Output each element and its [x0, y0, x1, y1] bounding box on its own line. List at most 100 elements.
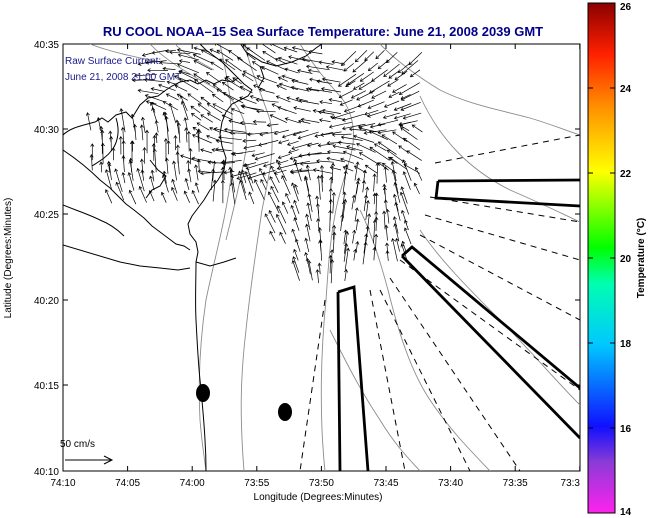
current-vector — [229, 168, 235, 193]
surface-current-vectors — [85, 44, 423, 284]
y-tick-label: 40:30 — [34, 125, 59, 136]
current-vector — [159, 60, 180, 65]
current-vector — [173, 134, 178, 151]
current-vector — [121, 155, 126, 173]
current-vector — [306, 152, 331, 157]
current-vector — [290, 170, 309, 175]
colorbar-tick-label: 20 — [620, 254, 632, 265]
current-vector — [154, 119, 159, 133]
current-vector — [325, 65, 345, 71]
current-vector — [132, 123, 137, 141]
current-vector — [292, 256, 300, 273]
current-vector — [168, 102, 176, 123]
current-vector — [372, 246, 377, 261]
current-vector — [176, 48, 201, 55]
current-vector — [290, 85, 310, 92]
current-vector — [254, 179, 265, 200]
current-vector — [372, 219, 377, 244]
current-vector — [276, 84, 287, 91]
current-vector — [377, 129, 397, 135]
current-vector — [371, 90, 387, 99]
current-vector — [246, 53, 256, 61]
current-vector — [131, 78, 155, 83]
current-vector — [158, 83, 176, 91]
current-vector — [175, 119, 180, 135]
current-vector — [342, 170, 348, 194]
current-vector — [393, 181, 401, 203]
current-vector — [150, 169, 155, 182]
current-vector — [353, 134, 375, 143]
current-vector — [171, 178, 178, 194]
current-vector — [290, 204, 298, 220]
current-vector — [381, 134, 398, 145]
current-vector — [305, 64, 330, 71]
current-vector — [162, 170, 167, 184]
current-vector — [309, 77, 322, 82]
current-vector — [288, 149, 299, 154]
current-vector — [359, 71, 374, 82]
current-vector — [241, 104, 264, 111]
y-tick-label: 40:25 — [34, 210, 59, 221]
current-vector — [143, 77, 166, 83]
current-vector — [111, 147, 116, 161]
current-vector — [273, 129, 289, 136]
current-vector — [316, 79, 332, 84]
current-vector — [369, 146, 390, 161]
current-vector — [358, 126, 377, 133]
current-vector — [319, 100, 333, 105]
current-vector — [291, 182, 299, 202]
current-vector — [318, 239, 323, 261]
current-vector — [160, 191, 167, 203]
current-vector — [312, 168, 333, 174]
current-label-line2: June 21, 2008 21:00 GMT — [65, 72, 181, 83]
current-vector — [248, 191, 255, 205]
current-vector — [374, 211, 379, 222]
current-vector — [369, 123, 386, 129]
current-vector — [358, 80, 374, 90]
current-vector — [409, 69, 421, 78]
current-vector — [139, 124, 144, 141]
x-tick-label: 74:00 — [180, 478, 205, 489]
current-vector — [326, 156, 345, 163]
current-vector — [249, 94, 265, 101]
current-vector — [367, 110, 387, 118]
current-vector — [212, 84, 223, 92]
current-vector — [328, 187, 333, 204]
current-vector — [346, 73, 365, 86]
current-vector — [393, 223, 400, 242]
radar-beams — [336, 178, 580, 471]
current-vector — [239, 96, 257, 104]
current-vector — [269, 230, 276, 242]
current-vector — [316, 175, 321, 200]
current-vector — [318, 118, 331, 123]
current-vector — [258, 140, 279, 147]
current-vector — [118, 135, 123, 155]
x-axis-ticks: 74:10 74:05 74:00 73:55 73:50 73:45 73:40 73:35… — [50, 44, 580, 489]
current-vector — [363, 129, 387, 135]
current-vector — [236, 172, 257, 180]
current-vector — [269, 176, 279, 193]
current-vector — [352, 59, 368, 73]
current-vector — [100, 129, 105, 154]
current-vector — [294, 238, 301, 252]
current-vector — [291, 259, 300, 281]
current-vector — [278, 82, 299, 91]
current-vector — [403, 219, 409, 231]
current-vector — [259, 130, 279, 137]
x-tick-label: 74:05 — [115, 478, 140, 489]
current-vector — [340, 51, 357, 66]
current-vector — [164, 115, 169, 140]
current-vector — [207, 160, 222, 165]
current-vector — [291, 79, 309, 85]
current-vector — [297, 131, 319, 140]
current-vector — [104, 189, 113, 204]
current-vector — [178, 59, 190, 64]
current-vector — [246, 47, 266, 61]
current-vector — [385, 208, 390, 224]
current-vector — [174, 84, 188, 92]
current-vector — [317, 143, 334, 148]
current-vector — [307, 193, 313, 213]
current-vector — [305, 223, 311, 242]
current-vector — [200, 114, 213, 123]
